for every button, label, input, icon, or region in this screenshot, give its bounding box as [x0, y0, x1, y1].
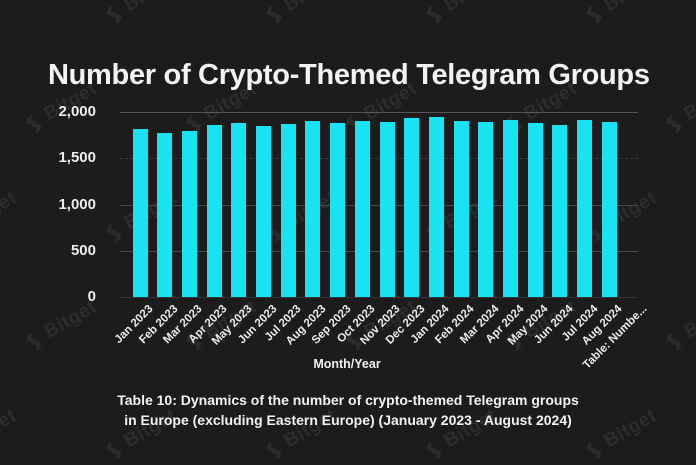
watermark-text: Bitget — [441, 0, 501, 17]
plot-area — [120, 112, 638, 298]
bitget-logo-icon — [266, 441, 282, 460]
bitget-logo-icon — [426, 5, 442, 24]
bar-jan-2023 — [132, 128, 148, 297]
bar-feb-2023 — [157, 133, 173, 297]
bitget-logo-icon — [586, 441, 602, 460]
watermark-text: Bitget — [680, 78, 696, 125]
chart-caption: Table 10: Dynamics of the number of cryp… — [0, 390, 696, 430]
y-tick-label-0: 0 — [87, 288, 96, 305]
bar-apr-2024 — [503, 120, 518, 297]
bar-jun-2023 — [256, 126, 271, 297]
y-tick-label-1000: 1,000 — [58, 195, 96, 213]
gridline-0 — [120, 297, 638, 298]
y-tick-label-2000: 2,000 — [58, 103, 96, 120]
caption-line-2: in Europe (excluding Eastern Europe) (Ja… — [124, 412, 572, 428]
watermark-text: Bitget — [601, 0, 661, 17]
bitget-watermark: Bitget — [100, 0, 181, 29]
bitget-watermark: Bitget — [420, 0, 501, 29]
chart-title: Number of Crypto-Themed Telegram Groups — [48, 59, 650, 92]
bar-dec-2023 — [404, 118, 420, 297]
gridline-500 — [120, 250, 638, 252]
bar-jul-2023 — [280, 124, 296, 297]
bar-may-2023 — [231, 122, 247, 297]
bar-may-2024 — [527, 123, 543, 297]
watermark-text: Bitget — [281, 0, 341, 17]
y-tick-label-500: 500 — [70, 241, 96, 259]
bar-jul-2024 — [577, 119, 593, 297]
bitget-watermark: Bitget — [660, 78, 696, 137]
caption-line-1: Table 10: Dynamics of the number of cryp… — [117, 392, 579, 408]
bar-mar-2023 — [181, 130, 197, 297]
bitget-logo-icon — [666, 114, 682, 133]
bitget-logo-icon — [26, 332, 42, 351]
watermark-text: Bitget — [121, 0, 181, 17]
bitget-logo-icon — [106, 5, 122, 24]
bar-aug-2024 — [601, 121, 617, 297]
bitget-logo-icon — [666, 332, 682, 351]
gridline-1000 — [120, 204, 638, 206]
watermark-text: Bitget — [0, 0, 21, 17]
bar-sep-2023 — [330, 123, 346, 297]
bar-jan-2024 — [428, 117, 444, 297]
bar-feb-2024 — [453, 121, 469, 297]
bitget-logo-icon — [106, 441, 122, 460]
bar-oct-2023 — [354, 120, 370, 297]
bitget-watermark: Bitget — [660, 296, 696, 355]
bar-mar-2024 — [478, 121, 494, 297]
bitget-watermark: Bitget — [20, 296, 101, 355]
bar-aug-2023 — [305, 120, 321, 297]
bar-apr-2023 — [206, 125, 222, 297]
watermark-text: Bitget — [680, 296, 696, 343]
bitget-watermark: Bitget — [0, 0, 21, 29]
gridline-1500 — [120, 158, 638, 160]
bitget-logo-icon — [266, 5, 282, 24]
bitget-logo-icon — [586, 5, 602, 24]
bar-nov-2023 — [379, 121, 395, 297]
x-axis-title: Month/Year — [313, 357, 381, 371]
bar-jun-2024 — [552, 124, 568, 297]
bitget-watermark: Bitget — [580, 0, 661, 29]
bitget-logo-icon — [426, 441, 442, 460]
bitget-watermark: Bitget — [260, 0, 341, 29]
y-tick-label-1500: 1,500 — [58, 149, 96, 167]
gridline-2000 — [120, 112, 638, 113]
